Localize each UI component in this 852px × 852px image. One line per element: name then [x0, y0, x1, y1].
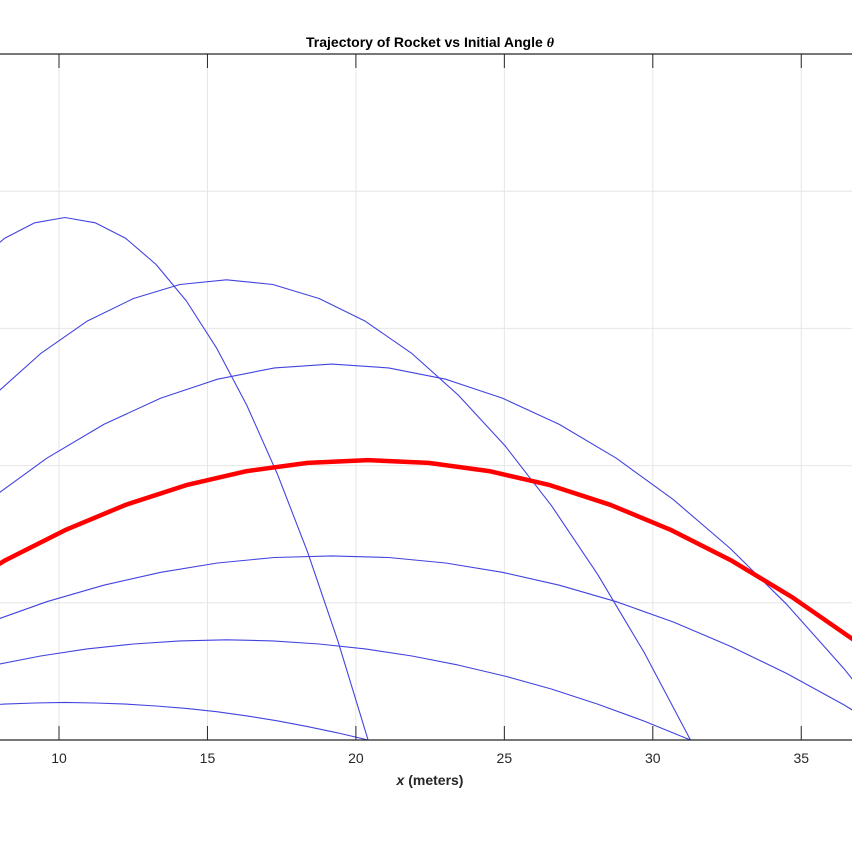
- trajectory-line: [0, 639, 691, 740]
- grid: [0, 53, 852, 741]
- x-tick-label: 30: [645, 750, 661, 766]
- trajectory-line: [0, 555, 852, 711]
- trajectory-line: [0, 363, 852, 680]
- trajectory-line: [0, 701, 369, 740]
- x-axis-label: x (meters): [396, 772, 464, 788]
- trajectory-line: [0, 279, 691, 740]
- series-group: [0, 216, 852, 740]
- trajectory-line-highlighted: [0, 457, 852, 642]
- trajectory-line: [0, 216, 369, 740]
- chart-title: Trajectory of Rocket vs Initial Angle θ: [306, 34, 555, 51]
- x-tick-label: 20: [348, 750, 364, 766]
- axes: 10 15 20 25 30 35: [0, 53, 852, 766]
- x-tick-label: 15: [200, 750, 216, 766]
- x-tick-label: 10: [51, 750, 67, 766]
- x-tick-label: 25: [497, 750, 513, 766]
- x-tick-label: 35: [793, 750, 809, 766]
